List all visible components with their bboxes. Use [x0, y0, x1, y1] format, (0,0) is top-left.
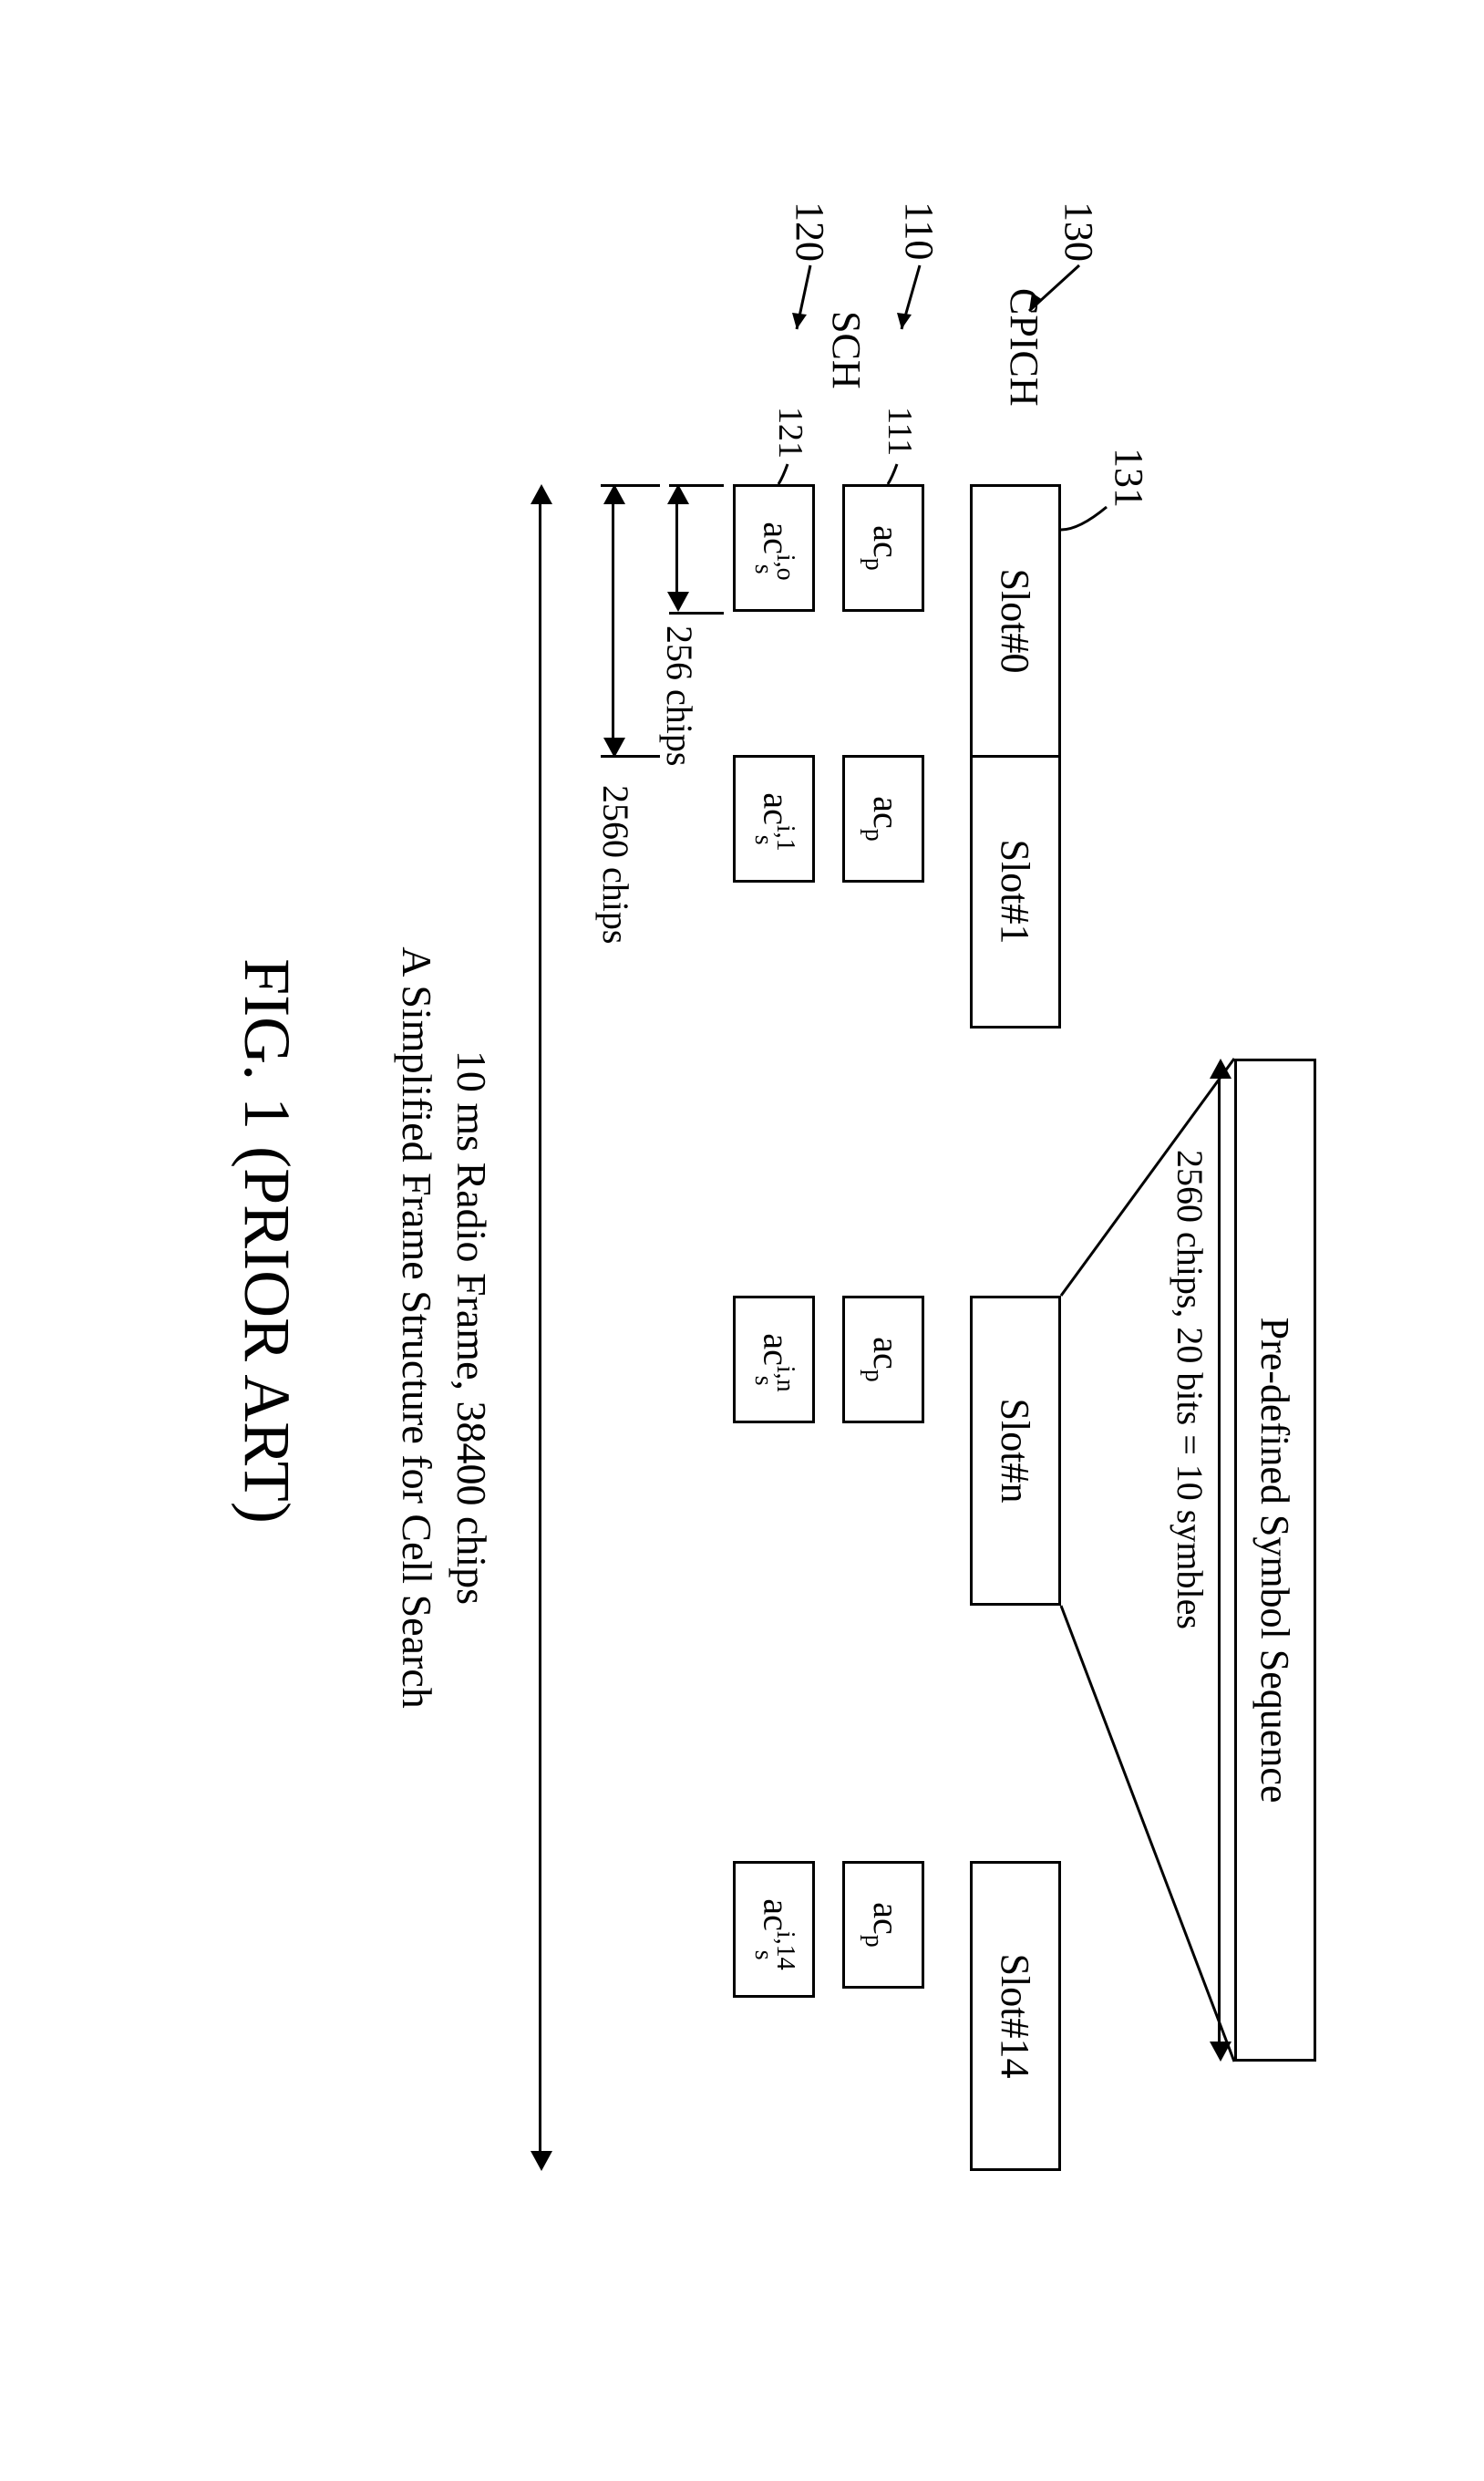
- ssch-code-1-text: aci,1s: [748, 792, 799, 844]
- ssch-code-n-text: aci,ns: [748, 1333, 799, 1385]
- frame-arrow-line: [539, 502, 541, 2153]
- ssch-code-n: aci,ns: [733, 1296, 815, 1423]
- ssch-code-14: aci,14s: [733, 1861, 815, 1998]
- tick-2560-r: [601, 755, 660, 758]
- tick-256-r: [669, 612, 724, 615]
- caption-line2: A Simplified Frame Structure for Cell Se…: [393, 484, 441, 2171]
- arrow-2560-line: [612, 502, 614, 739]
- figure-container: Pre-defined Symbol Sequence 2560 chips, …: [36, 36, 1448, 2445]
- figure-caption: FIG. 1 (PRIOR ART): [229, 147, 304, 2335]
- ssch-code-0: aci,os: [733, 484, 815, 612]
- caption-line1: 10 ms Radio Frame, 38400 chips: [448, 484, 496, 2171]
- label-256: 256 chips: [658, 625, 701, 766]
- tick-256-l: [669, 484, 724, 487]
- ssch-code-1: aci,1s: [733, 755, 815, 883]
- frame-arrow-r: [531, 2151, 552, 2171]
- arrow-256-line: [675, 502, 678, 594]
- tick-2560-l: [601, 484, 660, 487]
- label-2560: 2560 chips: [594, 785, 637, 944]
- rotated-content: Pre-defined Symbol Sequence 2560 chips, …: [104, 147, 1380, 2335]
- ssch-code-14-text: aci,14s: [748, 1898, 799, 1959]
- ssch-code-0-text: aci,os: [748, 522, 799, 574]
- frame-arrow-l: [531, 484, 552, 504]
- arrow-256-r: [667, 592, 689, 612]
